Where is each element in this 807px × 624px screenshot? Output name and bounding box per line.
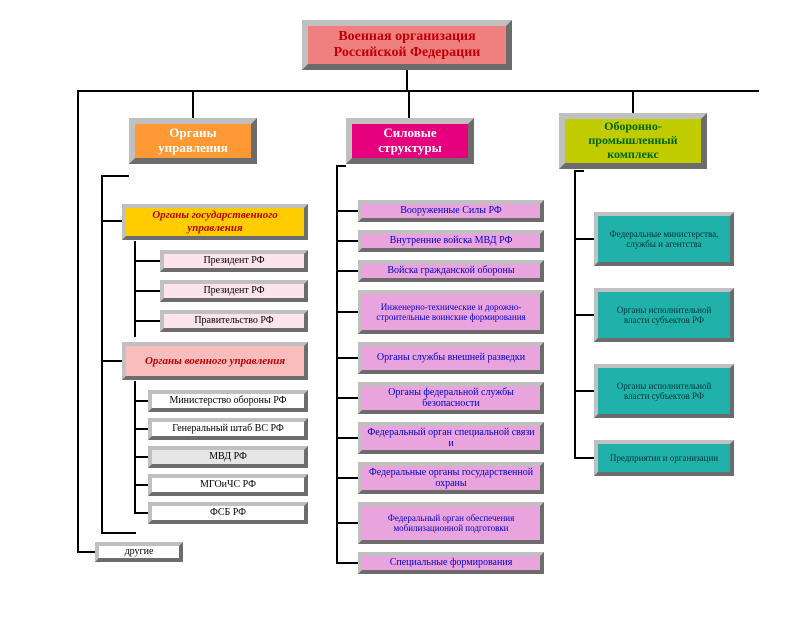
connector: [101, 175, 103, 532]
column-0-item-3-label: Правительство РФ: [194, 315, 273, 327]
column-0-item-4: Органы военного управления: [122, 342, 308, 380]
column-0-item-0-label: Органы государственного управления: [131, 209, 299, 234]
connector: [134, 290, 160, 292]
column-0-item-2: Президент РФ: [160, 280, 308, 302]
column-0-item-0: Органы государственного управления: [122, 204, 308, 240]
column-2-item-1: Органы исполнительной власти субъектов Р…: [594, 288, 734, 342]
column-1-item-6-label: Федеральный орган специальной связи и: [367, 427, 535, 450]
connector: [574, 314, 594, 316]
column-1-item-4-label: Органы службы внешней разведки: [377, 352, 525, 364]
column-0-header: Органы управления: [129, 118, 257, 164]
column-1-item-9-label: Специальные формирования: [390, 557, 513, 569]
column-0-item-4-label: Органы военного управления: [145, 355, 285, 368]
column-2-item-0-label: Федеральные министерства, службы и агент…: [603, 229, 725, 250]
column-0-item-1-label: Президент РФ: [203, 255, 264, 267]
connector: [134, 400, 148, 402]
root-node: Военная организация Российской Федерации: [302, 20, 512, 70]
column-0-item-7-label: МВД РФ: [209, 451, 247, 463]
connector: [101, 532, 136, 534]
root-node-label: Военная организация Российской Федерации: [313, 29, 501, 61]
connector: [134, 456, 148, 458]
column-1-item-5-label: Органы федеральной службы безопасности: [367, 387, 535, 410]
connector: [336, 477, 358, 479]
column-1-item-1-label: Внутренние войска МВД РФ: [390, 235, 513, 247]
column-0-item-10: другие: [95, 542, 183, 562]
connector: [134, 484, 148, 486]
connector: [77, 551, 95, 553]
connector: [336, 165, 346, 167]
connector: [336, 311, 358, 313]
column-0-item-2-label: Президент РФ: [203, 285, 264, 297]
connector: [134, 241, 136, 337]
column-1-item-5: Органы федеральной службы безопасности: [358, 382, 544, 414]
connector: [336, 240, 358, 242]
column-0-item-10-label: другие: [125, 546, 154, 558]
connector: [574, 170, 584, 172]
connector: [134, 428, 148, 430]
column-0-item-8-label: МГОиЧС РФ: [200, 479, 256, 491]
column-2-header: Оборонно-промышленный комплекс: [559, 113, 707, 169]
connector: [336, 357, 358, 359]
connector: [336, 270, 358, 272]
column-0-item-5-label: Министерство обороны РФ: [169, 395, 286, 407]
column-1-item-2-label: Войска гражданской обороны: [387, 265, 514, 277]
connector: [408, 90, 410, 118]
connector: [77, 90, 759, 92]
column-0-header-label: Органы управления: [140, 126, 246, 156]
column-0-item-6: Генеральный штаб ВС РФ: [148, 418, 308, 440]
column-1-item-1: Внутренние войска МВД РФ: [358, 230, 544, 252]
connector: [336, 165, 338, 563]
column-1-item-3: Инженерно-технические и дорожно-строител…: [358, 290, 544, 334]
column-1-item-3-label: Инженерно-технические и дорожно-строител…: [367, 302, 535, 323]
connector: [77, 90, 79, 552]
connector: [192, 90, 194, 118]
connector: [336, 210, 358, 212]
connector: [134, 260, 160, 262]
column-1-item-6: Федеральный орган специальной связи и: [358, 422, 544, 454]
connector: [574, 390, 594, 392]
column-0-item-7: МВД РФ: [148, 446, 308, 468]
connector: [101, 175, 129, 177]
column-1-item-7-label: Федеральные органы государственной охран…: [367, 467, 535, 490]
connector: [101, 360, 122, 362]
column-2-item-1-label: Органы исполнительной власти субъектов Р…: [603, 305, 725, 326]
column-2-header-label: Оборонно-промышленный комплекс: [570, 120, 696, 161]
connector: [336, 437, 358, 439]
column-2-item-3: Предприятия и организации: [594, 440, 734, 476]
column-1-item-2: Войска гражданской обороны: [358, 260, 544, 282]
column-2-item-3-label: Предприятия и организации: [610, 453, 718, 463]
column-1-header-label: Силовые структуры: [357, 126, 463, 156]
connector: [336, 562, 358, 564]
column-0-item-8: МГОиЧС РФ: [148, 474, 308, 496]
column-0-item-9-label: ФСБ РФ: [210, 507, 246, 519]
connector: [574, 457, 594, 459]
column-0-item-5: Министерство обороны РФ: [148, 390, 308, 412]
column-1-header: Силовые структуры: [346, 118, 474, 164]
column-0-item-6-label: Генеральный штаб ВС РФ: [172, 423, 284, 435]
column-2-item-2-label: Органы исполнительной власти субъектов Р…: [603, 381, 725, 402]
column-1-item-0: Вооруженные Силы РФ: [358, 200, 544, 222]
connector: [406, 70, 408, 90]
column-1-item-0-label: Вооруженные Силы РФ: [400, 205, 502, 217]
column-1-item-9: Специальные формирования: [358, 552, 544, 574]
column-1-item-4: Органы службы внешней разведки: [358, 342, 544, 374]
connector: [336, 522, 358, 524]
column-0-item-9: ФСБ РФ: [148, 502, 308, 524]
connector: [632, 90, 634, 113]
column-1-item-8: Федеральный орган обеспечения мобилизаци…: [358, 502, 544, 544]
column-0-item-1: Президент РФ: [160, 250, 308, 272]
column-2-item-2: Органы исполнительной власти субъектов Р…: [594, 364, 734, 418]
connector: [134, 320, 160, 322]
column-2-item-0: Федеральные министерства, службы и агент…: [594, 212, 734, 266]
connector: [101, 220, 122, 222]
connector: [757, 90, 759, 92]
connector: [336, 397, 358, 399]
connector: [134, 512, 148, 514]
column-1-item-7: Федеральные органы государственной охран…: [358, 462, 544, 494]
connector: [574, 238, 594, 240]
column-1-item-8-label: Федеральный орган обеспечения мобилизаци…: [367, 513, 535, 534]
column-0-item-3: Правительство РФ: [160, 310, 308, 332]
